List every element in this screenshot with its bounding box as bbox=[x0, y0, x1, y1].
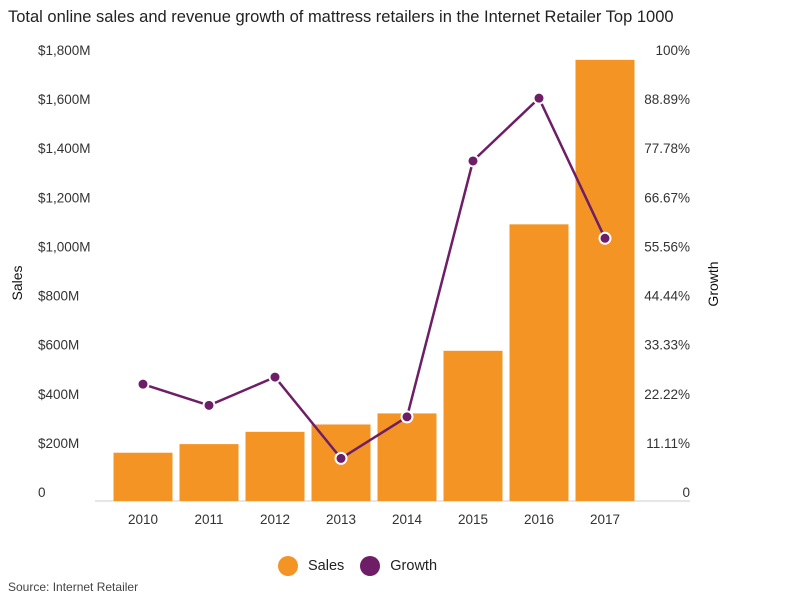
y2-axis-title: Growth bbox=[705, 261, 721, 306]
y-tick-label: $1,400M bbox=[38, 141, 91, 156]
growth-swatch-icon bbox=[360, 556, 381, 576]
growth-point[interactable] bbox=[400, 410, 414, 424]
y2-tick-label: 44.44% bbox=[644, 289, 690, 304]
x-tick-label: 2013 bbox=[326, 512, 356, 527]
source-note: Source: Internet Retailer bbox=[8, 580, 139, 594]
y-tick-label: $1,000M bbox=[38, 239, 91, 254]
sales-bar[interactable] bbox=[443, 350, 503, 501]
growth-line bbox=[142, 96, 607, 461]
x-tick-label: 2017 bbox=[590, 512, 620, 527]
y-tick-label: $1,600M bbox=[38, 92, 91, 107]
y-tick-label: $1,200M bbox=[38, 190, 91, 205]
growth-point[interactable] bbox=[466, 154, 480, 168]
y-tick-label: $600M bbox=[38, 338, 79, 353]
sales-bar[interactable] bbox=[509, 224, 569, 501]
y-axis-title: Sales bbox=[9, 265, 25, 300]
legend: Sales Growth bbox=[278, 556, 453, 576]
y-tick-label: 0 bbox=[38, 485, 46, 500]
y-axis-right-ticks: 0 11.11% 22.22% 33.33% 44.44% 55.56% 66.67% 77.… bbox=[644, 43, 690, 500]
y2-tick-label: 0 bbox=[682, 485, 690, 500]
y2-tick-label: 22.22% bbox=[644, 387, 690, 402]
growth-point[interactable] bbox=[136, 377, 150, 391]
growth-point[interactable] bbox=[202, 398, 216, 412]
y-tick-label: $200M bbox=[38, 436, 79, 451]
y2-tick-label: 88.89% bbox=[644, 92, 690, 107]
y2-tick-label: 100% bbox=[655, 43, 690, 58]
x-axis-ticks: 2010 2011 2012 2013 2014 2015 2016 2017 bbox=[128, 512, 620, 527]
y-tick-label: $800M bbox=[38, 289, 79, 304]
y2-tick-label: 55.56% bbox=[644, 239, 690, 254]
legend-item-sales[interactable]: Sales bbox=[278, 556, 344, 576]
chart-title: Total online sales and revenue growth of… bbox=[8, 8, 674, 26]
growth-points bbox=[136, 91, 612, 465]
legend-item-growth[interactable]: Growth bbox=[360, 556, 437, 576]
y-tick-label: $400M bbox=[38, 387, 79, 402]
growth-point[interactable] bbox=[268, 370, 282, 384]
sales-bar[interactable] bbox=[377, 413, 437, 501]
y2-tick-label: 77.78% bbox=[644, 141, 690, 156]
growth-point[interactable] bbox=[598, 231, 612, 245]
growth-point[interactable] bbox=[532, 91, 546, 105]
x-tick-label: 2016 bbox=[524, 512, 554, 527]
sales-bar[interactable] bbox=[179, 444, 239, 501]
sales-swatch-icon bbox=[278, 556, 298, 576]
sales-bar[interactable] bbox=[245, 431, 305, 501]
legend-label-sales: Sales bbox=[308, 558, 345, 574]
x-tick-label: 2015 bbox=[458, 512, 488, 527]
sales-bars bbox=[113, 59, 635, 501]
legend-label-growth: Growth bbox=[390, 558, 438, 574]
y2-tick-label: 66.67% bbox=[644, 190, 690, 205]
y2-tick-label: 11.11% bbox=[646, 436, 690, 451]
y-tick-label: $1,800M bbox=[38, 43, 91, 58]
y2-tick-label: 33.33% bbox=[644, 338, 690, 353]
x-tick-label: 2011 bbox=[194, 512, 223, 527]
growth-point[interactable] bbox=[334, 451, 348, 465]
x-tick-label: 2014 bbox=[392, 512, 423, 527]
sales-bar[interactable] bbox=[113, 452, 173, 501]
x-tick-label: 2012 bbox=[260, 512, 290, 527]
sales-bar[interactable] bbox=[575, 59, 635, 501]
y-axis-left-ticks: 0 $200M $400M $600M $800M $1,000M $1,200M $1,40… bbox=[38, 43, 91, 500]
x-tick-label: 2010 bbox=[128, 512, 158, 527]
